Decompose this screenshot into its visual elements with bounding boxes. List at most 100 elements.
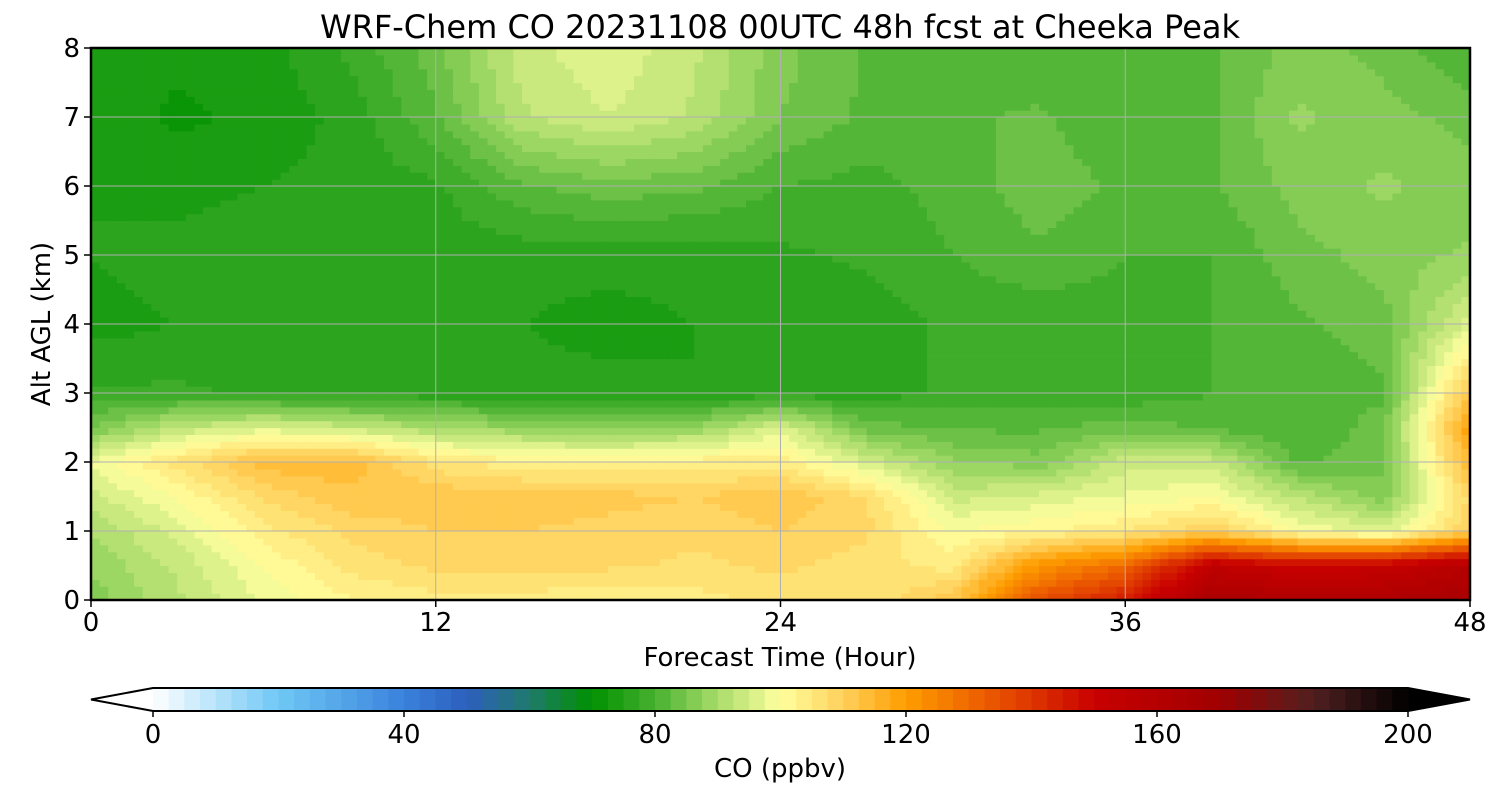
contour-cell [1108, 559, 1117, 567]
contour-cell [565, 455, 574, 463]
contour-cell [987, 455, 996, 463]
contour-cell [1168, 428, 1177, 436]
contour-cell [1332, 462, 1341, 470]
contour-cell [625, 434, 634, 442]
contour-cell [1436, 517, 1445, 525]
contour-cell [660, 386, 669, 394]
contour-cell [901, 545, 910, 553]
contour-cell [901, 510, 910, 518]
contour-cell [1125, 393, 1134, 401]
contour-cell [1332, 517, 1341, 525]
contour-cell [263, 586, 272, 594]
contour-cell [1211, 572, 1220, 580]
contour-cell [789, 524, 798, 532]
contour-cell [1263, 476, 1272, 484]
contour-cell [419, 434, 428, 442]
contour-cell [737, 393, 746, 401]
contour-cell [858, 503, 867, 511]
contour-cell [798, 559, 807, 567]
contour-cell [246, 462, 255, 470]
contour-cell [496, 538, 505, 546]
contour-cell [763, 503, 772, 511]
contour-cell [453, 497, 462, 505]
contour-cell [125, 441, 134, 449]
contour-cell [789, 421, 798, 429]
contour-cell [1022, 566, 1031, 574]
contour-cell [444, 559, 453, 567]
contour-cell [332, 579, 341, 587]
contour-cell [341, 414, 350, 422]
contour-cell [367, 524, 376, 532]
contour-cell [539, 552, 548, 560]
contour-cell [832, 579, 841, 587]
contour-cell [401, 462, 410, 470]
contour-cell [496, 428, 505, 436]
contour-cell [694, 400, 703, 408]
contour-cell [1211, 434, 1220, 442]
contour-cell [781, 559, 790, 567]
contour-cell [194, 586, 203, 594]
contour-cell [410, 566, 419, 574]
contour-cell [858, 490, 867, 498]
contour-cell [1203, 517, 1212, 525]
contour-cell [729, 455, 738, 463]
contour-cell [117, 517, 126, 525]
contour-cell [513, 510, 522, 518]
contour-cell [238, 462, 247, 470]
contour-cell [324, 400, 333, 408]
contour-cell [108, 448, 117, 456]
contour-cell [1418, 531, 1427, 539]
contour-cell [1453, 524, 1462, 532]
contour-cell [789, 566, 798, 574]
contour-cell [1246, 448, 1255, 456]
contour-cell [849, 552, 858, 560]
contour-cell [401, 559, 410, 567]
contour-cell [1013, 386, 1022, 394]
contour-cell [436, 566, 445, 574]
contour-cell [1384, 538, 1393, 546]
contour-cell [1056, 414, 1065, 422]
contour-cell [1030, 572, 1039, 580]
contour-cell [1453, 386, 1462, 394]
contour-cell [108, 455, 117, 463]
contour-cell [910, 421, 919, 429]
contour-cell [1074, 566, 1083, 574]
contour-cell [910, 455, 919, 463]
contour-cell [893, 552, 902, 560]
contour-cell [125, 497, 134, 505]
contour-cell [1186, 579, 1195, 587]
contour-cell [1289, 483, 1298, 491]
contour-cell [1263, 531, 1272, 539]
contour-cell [755, 407, 764, 415]
contour-cell [1091, 414, 1100, 422]
contour-cell [832, 559, 841, 567]
contour-cell [151, 503, 160, 511]
contour-cell [1151, 462, 1160, 470]
contour-cell [1125, 517, 1134, 525]
contour-cell [367, 483, 376, 491]
contour-cell [815, 386, 824, 394]
contour-cell [1177, 586, 1186, 594]
contour-cell [419, 579, 428, 587]
contour-cell [272, 552, 281, 560]
contour-cell [298, 379, 307, 387]
contour-cell [548, 407, 557, 415]
contour-cell [436, 559, 445, 567]
contour-cell [169, 476, 178, 484]
contour-cell [522, 476, 531, 484]
contour-cell [660, 414, 669, 422]
contour-cell [918, 579, 927, 587]
contour-cell [281, 469, 290, 477]
contour-cell [1005, 579, 1014, 587]
contour-cell [160, 510, 169, 518]
contour-cell [470, 538, 479, 546]
contour-cell [1255, 448, 1264, 456]
contour-cell [289, 400, 298, 408]
contour-cell [125, 434, 134, 442]
contour-cell [875, 545, 884, 553]
contour-cell [100, 552, 109, 560]
contour-cell [841, 386, 850, 394]
contour-cell [1186, 510, 1195, 518]
contour-cell [1289, 545, 1298, 553]
contour-cell [910, 414, 919, 422]
